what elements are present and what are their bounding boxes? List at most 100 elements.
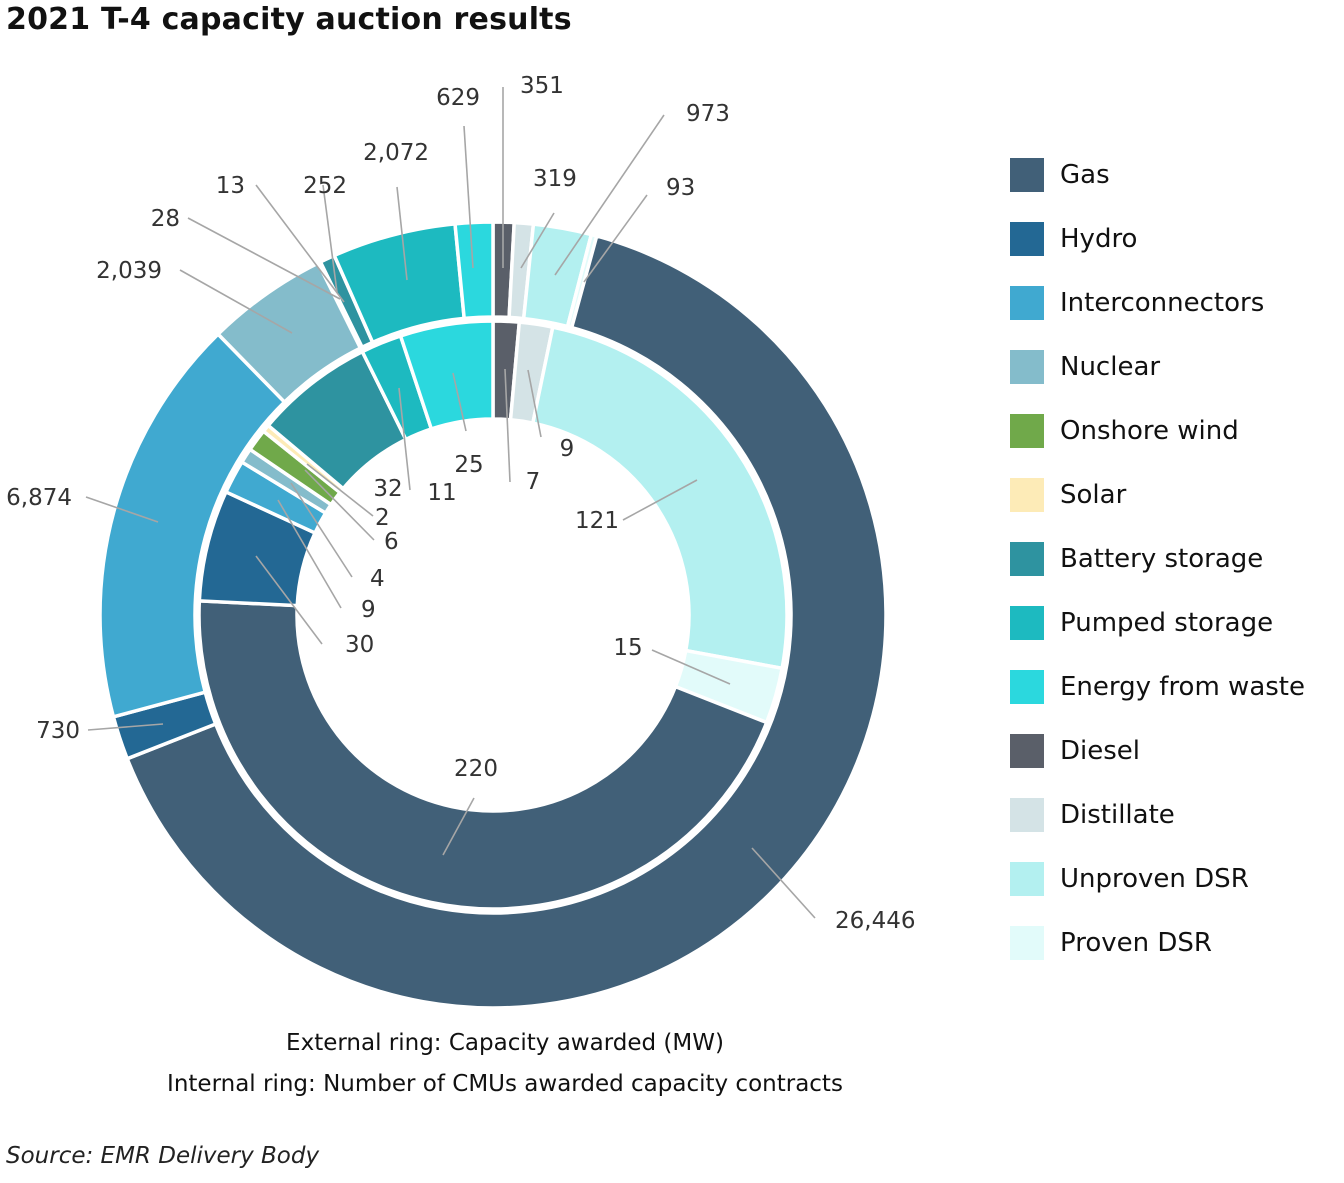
- internal-leader-energy-from-waste: [452, 372, 467, 432]
- leader-lines: [85, 87, 816, 919]
- legend-item-nuclear: Nuclear: [1010, 347, 1160, 387]
- legend-item-hydro: Hydro: [1010, 219, 1137, 259]
- external-label-diesel: 351: [520, 73, 564, 99]
- external-leader-proven-dsr: [583, 194, 648, 283]
- legend-item-interconnectors: Interconnectors: [1010, 283, 1264, 323]
- legend-item-onshore-wind: Onshore wind: [1010, 411, 1239, 451]
- internal-label-interconnectors: 9: [361, 597, 376, 623]
- legend-label-gas: Gas: [1060, 160, 1110, 190]
- internal-label-nuclear: 4: [370, 566, 385, 592]
- external-leader-pumped-storage: [396, 186, 408, 281]
- internal-label-pumped-storage: 11: [427, 480, 456, 506]
- internal-label-unproven-dsr: 121: [575, 508, 619, 534]
- internal-leader-proven-dsr: [651, 649, 731, 685]
- internal-leader-interconnectors: [277, 499, 342, 609]
- legend-label-diesel: Diesel: [1060, 736, 1141, 766]
- internal-label-gas: 220: [454, 756, 498, 782]
- legend-item-pumped-storage: Pumped storage: [1010, 603, 1273, 643]
- legend-swatch-pumped-storage: [1010, 606, 1044, 640]
- internal-label-diesel: 7: [526, 469, 541, 495]
- internal-ring-caption: Internal ring: Number of CMUs awarded ca…: [167, 1071, 843, 1097]
- legend-label-nuclear: Nuclear: [1060, 352, 1161, 382]
- external-leader-onshore-wind: [187, 217, 341, 300]
- legend-label-hydro: Hydro: [1060, 224, 1138, 254]
- internal-leader-hydro: [255, 555, 323, 645]
- legend-swatch-nuclear: [1010, 350, 1044, 384]
- internal-label-onshore-wind: 6: [384, 529, 399, 555]
- legend-item-distillate: Distillate: [1010, 795, 1175, 835]
- internal-slice-unproven-dsr: [530, 325, 789, 671]
- legend-item-energy-from-waste: Energy from waste: [1010, 667, 1305, 707]
- external-leader-distillate: [520, 212, 555, 269]
- internal-leader-pumped-storage: [398, 387, 411, 491]
- legend-swatch-proven-dsr: [1010, 926, 1044, 960]
- legend-label-solar: Solar: [1060, 480, 1127, 510]
- external-leader-unproven-dsr: [554, 114, 665, 276]
- internal-slice-gas: [197, 599, 769, 911]
- legend-swatch-hydro: [1010, 222, 1044, 256]
- internal-label-proven-dsr: 15: [613, 635, 642, 661]
- legend-swatch-onshore-wind: [1010, 414, 1044, 448]
- external-label-proven-dsr: 93: [666, 175, 695, 201]
- external-label-energy-from-waste: 629: [436, 85, 480, 111]
- external-slice-energy-from-waste: [453, 220, 495, 321]
- external-label-solar: 13: [216, 173, 245, 199]
- legend-swatch-unproven-dsr: [1010, 862, 1044, 896]
- external-leader-interconnectors: [85, 496, 159, 523]
- chart-title: 2021 T-4 capacity auction results: [6, 2, 572, 37]
- internal-leader-solar: [306, 463, 374, 517]
- legend-swatch-interconnectors: [1010, 286, 1044, 320]
- internal-label-hydro: 30: [345, 632, 374, 658]
- internal-leader-gas: [442, 797, 475, 856]
- external-label-pumped-storage: 2,072: [363, 140, 429, 166]
- external-label-gas: 26,446: [835, 908, 915, 934]
- source-note: Source: EMR Delivery Body: [6, 1143, 320, 1169]
- internal-label-battery-storage: 32: [373, 476, 402, 502]
- legend-item-solar: Solar: [1010, 475, 1126, 515]
- external-leader-solar: [255, 184, 345, 303]
- outer-ring: [98, 220, 888, 1010]
- legend-label-onshore-wind: Onshore wind: [1060, 416, 1239, 446]
- legend-label-energy-from-waste: Energy from waste: [1060, 672, 1305, 702]
- legend-swatch-solar: [1010, 478, 1044, 512]
- legend-item-proven-dsr: Proven DSR: [1010, 923, 1212, 963]
- legend-item-unproven-dsr: Unproven DSR: [1010, 859, 1249, 899]
- legend-swatch-diesel: [1010, 734, 1044, 768]
- external-label-onshore-wind: 28: [151, 206, 180, 232]
- legend-item-battery-storage: Battery storage: [1010, 539, 1263, 579]
- legend-item-gas: Gas: [1010, 155, 1110, 195]
- external-leader-gas: [751, 847, 816, 919]
- internal-leader-unproven-dsr: [622, 479, 698, 521]
- legend-swatch-battery-storage: [1010, 542, 1044, 576]
- legend-label-proven-dsr: Proven DSR: [1060, 928, 1212, 958]
- legend-label-pumped-storage: Pumped storage: [1060, 608, 1274, 638]
- internal-label-solar: 2: [375, 505, 390, 531]
- legend-item-diesel: Diesel: [1010, 731, 1140, 771]
- external-leader-battery-storage: [322, 184, 338, 293]
- internal-leader-onshore-wind: [304, 469, 375, 541]
- external-ring-caption: External ring: Capacity awarded (MW): [286, 1030, 724, 1056]
- external-label-unproven-dsr: 973: [686, 101, 730, 127]
- external-leader-energy-from-waste: [463, 125, 474, 269]
- legend-swatch-energy-from-waste: [1010, 670, 1044, 704]
- external-label-hydro: 730: [36, 718, 80, 744]
- internal-leader-diesel: [504, 368, 511, 483]
- internal-label-distillate: 9: [560, 436, 575, 462]
- internal-leader-nuclear: [290, 482, 353, 578]
- external-slice-gas: [124, 233, 888, 1010]
- legend-label-distillate: Distillate: [1060, 800, 1175, 830]
- external-label-battery-storage: 252: [303, 173, 347, 199]
- legend-label-unproven-dsr: Unproven DSR: [1060, 864, 1249, 894]
- legend-swatch-gas: [1010, 158, 1044, 192]
- external-label-interconnectors: 6,874: [6, 485, 72, 511]
- legend-label-battery-storage: Battery storage: [1060, 544, 1264, 574]
- external-leader-hydro: [87, 723, 164, 731]
- inner-ring: [197, 319, 789, 911]
- external-leader-nuclear: [179, 269, 293, 334]
- internal-leader-distillate: [527, 369, 542, 438]
- internal-slice-energy-from-waste: [398, 319, 495, 432]
- legend-swatch-distillate: [1010, 798, 1044, 832]
- internal-label-energy-from-waste: 25: [454, 452, 483, 478]
